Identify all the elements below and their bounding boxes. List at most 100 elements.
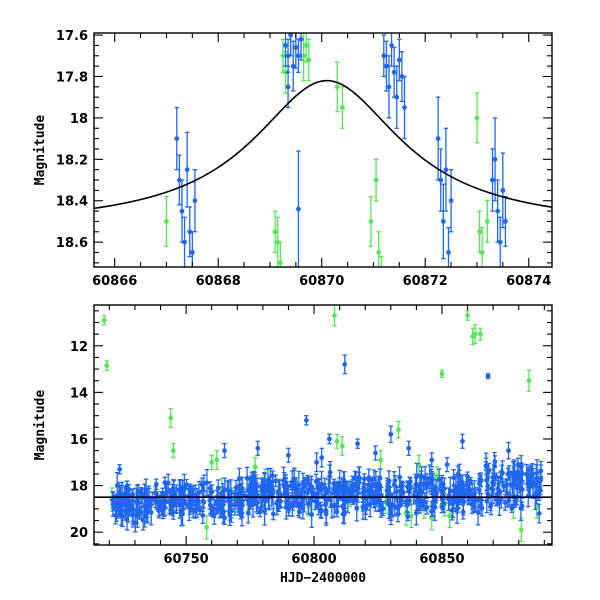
data-point [339, 443, 345, 449]
y-tick-label-2: 16 [70, 433, 88, 448]
series-0-point-34 [465, 310, 470, 321]
data-point [275, 239, 281, 245]
blue-band-10-point [530, 463, 535, 487]
data-point [350, 483, 355, 488]
series-1-point-12 [373, 445, 378, 461]
plot-area-1 [94, 305, 552, 543]
data-point [200, 512, 206, 518]
series-0-point-30 [434, 466, 440, 487]
series-1-point-20 [506, 441, 511, 460]
data-point [512, 499, 518, 505]
data-point [403, 498, 409, 504]
data-point [288, 483, 294, 489]
data-point [184, 167, 190, 173]
blue-band-7-point [430, 504, 435, 517]
y-tick-label-3: 18 [70, 480, 88, 495]
series-1-point-17 [444, 456, 450, 473]
series-0-point-8 [306, 38, 312, 82]
data-point [326, 436, 332, 442]
series-1-point-8 [283, 33, 288, 67]
data-point [474, 115, 480, 121]
series-1-point-1 [201, 474, 207, 493]
data-point [272, 229, 278, 235]
series-1-point-35 [497, 216, 503, 267]
data-point [313, 479, 319, 484]
data-point [388, 512, 394, 518]
data-point [232, 491, 238, 497]
blue-band-0-point [138, 505, 144, 520]
data-point [363, 504, 369, 510]
data-point [464, 482, 469, 488]
data-point [322, 491, 328, 497]
data-point [291, 476, 297, 482]
data-point [288, 33, 294, 38]
data-point [503, 219, 508, 224]
series-1-point-16 [429, 452, 435, 468]
blue-band-7-point [425, 477, 430, 490]
series-1-point-15 [419, 466, 424, 487]
data-point [183, 501, 189, 507]
data-point [235, 500, 241, 506]
blue-band-1-point [190, 501, 196, 519]
data-point [402, 105, 407, 110]
data-point [396, 57, 402, 63]
blue-band-6-point [363, 499, 369, 515]
data-point [292, 484, 298, 489]
data-point [130, 492, 136, 497]
data-point [497, 239, 503, 245]
blue-band-0-point [124, 480, 130, 492]
data-point [526, 378, 532, 384]
y-tick-label-4: 20 [70, 526, 88, 541]
data-point [430, 508, 435, 514]
series-1-point-6 [314, 452, 320, 473]
data-point [419, 488, 425, 494]
data-point [492, 156, 498, 162]
data-point [277, 490, 283, 496]
series-0-point-5 [168, 408, 174, 428]
data-point [176, 177, 182, 183]
series-1-point-34 [495, 179, 501, 243]
blue-band-10-point [526, 469, 532, 485]
data-point [124, 483, 130, 489]
series-0-point-40 [526, 369, 532, 392]
y-tick-label-5: 18.6 [56, 236, 88, 251]
data-point [245, 497, 251, 503]
data-point [283, 43, 288, 48]
blue-band-8-point [453, 486, 459, 504]
blue-band-4-point [283, 494, 289, 520]
blue-band-1-point [170, 483, 175, 497]
data-point [460, 509, 466, 515]
series-1-point-33 [492, 117, 498, 202]
data-point [514, 483, 520, 488]
data-point [405, 484, 411, 490]
data-point [413, 510, 419, 516]
blue-band-4-point [281, 466, 286, 495]
series-1-point-3 [182, 216, 187, 267]
data-point [162, 504, 168, 510]
x-tick-label-1: 60868 [196, 274, 241, 289]
blue-band-2-point [214, 495, 220, 513]
data-point [204, 525, 209, 530]
data-point [130, 512, 135, 518]
data-point [383, 63, 389, 69]
data-point [424, 505, 430, 510]
series-0-point-24 [396, 420, 401, 439]
data-point [290, 63, 296, 69]
blue-band-0-point [115, 500, 121, 519]
series-1-point-18 [383, 40, 389, 92]
data-point [189, 250, 195, 255]
data-point [334, 438, 340, 444]
blue-band-5-point [338, 481, 344, 491]
blue-band-2-point [215, 479, 221, 497]
blue-band-9-point [499, 464, 505, 480]
series-0-point-16 [477, 210, 482, 254]
data-point [200, 499, 206, 504]
data-point [335, 491, 341, 497]
data-point [281, 478, 286, 484]
data-point [285, 53, 291, 59]
data-point [285, 84, 291, 90]
blue-band-9-point [510, 461, 516, 488]
data-point [493, 497, 499, 503]
data-point [479, 250, 485, 255]
data-point [303, 43, 309, 48]
